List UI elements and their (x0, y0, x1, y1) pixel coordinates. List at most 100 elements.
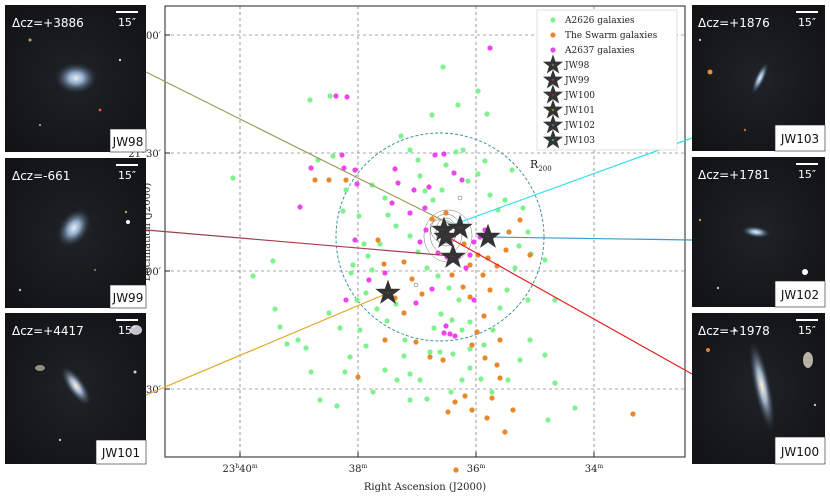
a2626-galaxy-point (384, 318, 390, 324)
legend: A2626 galaxies The Swarm galaxies A2637 … (536, 9, 678, 151)
a2626-galaxy-point (459, 327, 465, 333)
a2626-galaxy-point (517, 357, 523, 363)
swarm-galaxy-point (413, 339, 419, 345)
swarm-galaxy-point (497, 375, 503, 381)
a2637-galaxy-point (407, 210, 413, 216)
legend-dot-a2637 (550, 47, 556, 53)
a2626-galaxy-point (354, 297, 360, 303)
a2626-galaxy-point (340, 208, 346, 214)
swarm-galaxy-point (489, 395, 495, 401)
jellyfish-stars (375, 214, 501, 304)
swarm-galaxy-point (484, 415, 490, 421)
thumbnail-jw103-galaxy (751, 61, 769, 95)
a2637-galaxy-point (471, 297, 477, 303)
swarm-galaxy-point (375, 237, 381, 243)
a2626-galaxy-point (459, 377, 465, 383)
a2626-galaxy-point (402, 337, 408, 343)
a2626-galaxy-point (417, 173, 423, 179)
x-axis-title: Right Ascension (J2000) (364, 482, 486, 493)
x-tick-label-36m: 36m (467, 463, 486, 475)
thumbnail-jw98-label: JW98 (112, 135, 144, 149)
a2626-galaxy-point (407, 371, 413, 377)
a2626-galaxy-point (334, 403, 340, 409)
swarm-galaxy-point (452, 399, 458, 405)
a2637-galaxy-point (423, 227, 429, 233)
thumbnail-jw100-label: JW100 (780, 445, 819, 459)
a2626-galaxy-point (347, 354, 353, 360)
swarm-galaxy-point (440, 357, 446, 363)
x-tick-label-34m: 34m (585, 463, 604, 475)
swarm-galaxy-point (467, 294, 473, 300)
thumbnail-jw101-dcz: Δcz=+4417 (12, 324, 84, 338)
a2626-galaxy-point (303, 345, 309, 351)
legend-box (536, 9, 678, 151)
a2626-galaxy-point (542, 352, 548, 358)
a2637-galaxy-point (366, 277, 372, 283)
thumbnail-jw98-galaxy (54, 62, 98, 94)
star-jw98 (447, 214, 473, 239)
legend-star-jw101 (542, 99, 564, 119)
thumbnail-jw103-label: JW103 (780, 132, 819, 146)
r200-circle (335, 132, 545, 342)
thumbnail-jw103: Δcz=+1876 15″ JW103 (692, 5, 826, 152)
a2637-galaxy-point (395, 180, 401, 186)
a2637-galaxy-point (333, 93, 339, 99)
swarm-galaxy-point (429, 216, 435, 222)
swarm-galaxy-point (312, 177, 318, 183)
thumbnail-jw103-dcz: Δcz=+1876 (698, 16, 770, 30)
swarm-galaxy-point (487, 287, 493, 293)
a2626-galaxy-point (407, 147, 413, 153)
a2626-galaxy-point (525, 229, 531, 235)
swarm-galaxy-point (401, 259, 407, 265)
swarm-galaxy-point (460, 284, 466, 290)
a2626-galaxy-point (448, 389, 454, 395)
a2637-galaxy-point (452, 333, 458, 339)
a2637-galaxy-point (352, 167, 358, 173)
a2626-galaxy-point (504, 287, 510, 293)
a2626-galaxy-point (552, 297, 558, 303)
swarm-galaxy-point (467, 262, 473, 268)
a2626-galaxy-point (478, 376, 484, 382)
swarm-galaxy-point (427, 354, 433, 360)
a2626-galaxy-point (552, 380, 558, 386)
a2626-galaxy-point (284, 341, 290, 347)
swarm-galaxy-point (502, 429, 508, 435)
a2626-galaxy-point (431, 325, 437, 331)
connector-jw98 (145, 71, 459, 229)
a2626-galaxy-point (475, 88, 481, 94)
swarm-galaxy-point (381, 261, 387, 267)
a2626-galaxy-point (430, 197, 436, 203)
swarm-galaxy-point (326, 177, 332, 183)
a2626-galaxy-point (295, 337, 301, 343)
a2626-galaxy-point (489, 389, 495, 395)
swarm-galaxy-point (401, 310, 407, 316)
thumbnail-jw98-scale: 15″ (118, 16, 136, 29)
a2626-galaxy-point (505, 377, 511, 383)
a2637-galaxy-point (422, 205, 428, 211)
swarm-galaxy-point (469, 407, 475, 413)
a2626-galaxy-point (385, 212, 391, 218)
swarm-galaxy-point (630, 411, 636, 417)
a2637-galaxy-point (441, 330, 447, 336)
star-jw101 (375, 279, 401, 304)
a2626-galaxy-point (439, 187, 445, 193)
legend-label-jw100: JW100 (564, 91, 595, 101)
a2626-galaxy-point (516, 243, 522, 249)
thumbnail-jw99: Δcz=-661 15″ JW99 (5, 158, 147, 309)
legend-label-jw102: JW102 (564, 121, 595, 131)
a2626-galaxy-point (382, 195, 388, 201)
a2626-galaxy-point (437, 349, 443, 355)
a2626-galaxy-point (382, 367, 388, 373)
connector-lines (145, 71, 693, 396)
a2626-galaxy-point (446, 285, 452, 291)
x-tick-label-40m: 23h40m (222, 463, 257, 475)
a2626-galaxy-point (270, 258, 276, 264)
swarm-galaxy-point (510, 407, 516, 413)
legend-label-a2637: A2637 galaxies (564, 46, 635, 56)
a2626-galaxy-point (357, 327, 363, 333)
a2637-galaxy-point (432, 152, 438, 158)
a2637-galaxy-point (417, 239, 423, 245)
a2626-galaxy-point (348, 270, 354, 276)
a2626-galaxy-point (393, 223, 399, 229)
a2637-galaxy-point (341, 165, 347, 171)
